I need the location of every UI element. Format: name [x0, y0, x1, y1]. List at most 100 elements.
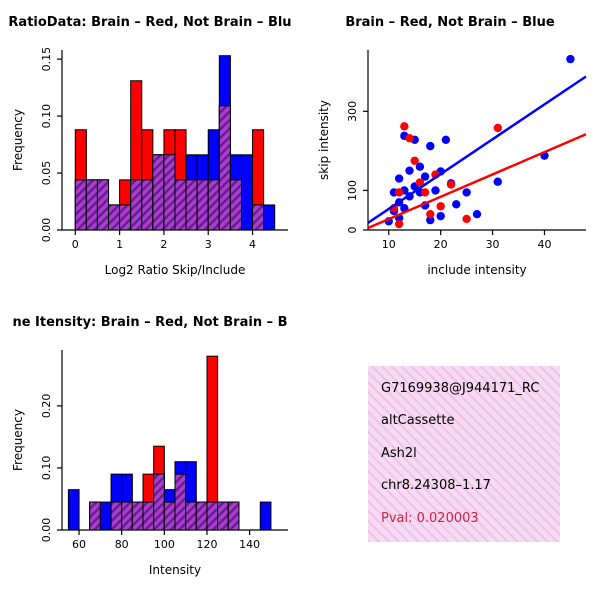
x-tick-label: 140: [239, 538, 260, 551]
chart-title: ne Itensity: Brain – Red, Not Brain – B: [12, 315, 287, 330]
scatter-point-red: [394, 188, 404, 197]
info-line-pvalue: Pval: 0.020003: [381, 510, 479, 526]
hist-bar-overlap: [153, 473, 165, 531]
scatter-point-red: [446, 180, 456, 189]
hist-bar-overlap: [196, 179, 209, 231]
x-tick-label: 80: [115, 538, 129, 551]
scatter-point-blue: [420, 172, 430, 181]
y-tick-label: 0.00: [40, 518, 53, 543]
hist-bar-overlap: [108, 204, 121, 231]
x-tick-label: 60: [72, 538, 86, 551]
scatter-point-red: [436, 202, 445, 211]
x-tick-label: 10: [382, 238, 396, 251]
scatter-point-blue: [462, 188, 471, 197]
info-line-event-type: altCassette: [381, 413, 455, 429]
hist-bar-overlap: [163, 154, 176, 231]
x-axis-label: Intensity: [149, 563, 201, 577]
x-tick-label: 20: [434, 238, 448, 251]
hist-bar-blue: [67, 489, 80, 531]
y-axis-label: skip intensity: [317, 100, 331, 180]
hist-bar-overlap: [252, 204, 265, 231]
hist-bar-overlap: [141, 179, 154, 231]
hist-bar-overlap: [130, 179, 143, 231]
scatter-point-blue: [426, 215, 435, 225]
y-tick-label: 0.20: [40, 394, 53, 419]
y-axis-label: Frequency: [11, 109, 25, 171]
hist-bar-overlap: [96, 179, 110, 231]
hist-bar-overlap: [119, 204, 132, 231]
hist-bar-overlap: [185, 501, 197, 531]
info-line-probe-id: G7169938@J944171_RC: [381, 381, 540, 396]
x-tick-label: 3: [205, 238, 212, 251]
y-tick-label: 0: [346, 227, 359, 234]
scatter-point-red: [462, 214, 471, 224]
hist-bar-blue: [240, 154, 254, 231]
hist-bar-overlap: [110, 501, 123, 531]
scatter-point-blue: [415, 162, 425, 171]
hist-bar-overlap: [218, 105, 231, 231]
info-box: G7169938@J944171_RC altCassette Ash2l ch…: [368, 366, 560, 542]
info-line-gene-symbol: Ash2l: [381, 445, 417, 461]
x-tick-label: 100: [154, 538, 175, 551]
x-tick-label: 30: [486, 238, 500, 251]
scatter-point-red: [493, 123, 502, 133]
x-tick-label: 0: [72, 238, 79, 251]
x-axis-label: include intensity: [427, 263, 526, 277]
x-tick-label: 120: [196, 538, 217, 551]
hist-bar-overlap: [227, 501, 240, 531]
scatter-point-red: [405, 134, 414, 143]
scatter-point-red: [426, 209, 435, 219]
histogram-gene-intensity-panel: 60 80 100 120 140 0.00 0.10 0.20 ne Itensity: Br…: [11, 315, 288, 577]
y-tick-label: 300: [346, 101, 359, 122]
chart-title: RatioData: Brain – Red, Not Brain – Blu: [8, 15, 291, 30]
hist-bar-overlap: [174, 473, 187, 531]
scatter-point-blue: [436, 211, 445, 221]
hist-bar-overlap: [229, 179, 242, 231]
scatter-intensity-panel: 10 20 30 40 0 100 300 Brain – Red, Not Brain – …: [317, 15, 587, 277]
x-tick-label: 2: [160, 238, 167, 251]
hist-bar-blue: [263, 204, 276, 231]
y-tick-label: 0.00: [40, 218, 53, 243]
hist-bar-overlap: [195, 501, 208, 531]
y-tick-label: 0.10: [40, 456, 53, 481]
hist-bar-overlap: [121, 501, 133, 531]
hist-bar-overlap: [131, 501, 144, 531]
y-tick-label: 100: [346, 180, 359, 201]
y-tick-label: 0.10: [40, 104, 53, 129]
x-axis-label: Log2 Ratio Skip/Include: [105, 263, 246, 277]
x-tick-label: 1: [116, 238, 123, 251]
hist-bar-overlap: [89, 501, 101, 531]
scatter-point-red: [394, 219, 404, 229]
x-tick-label: 4: [249, 238, 256, 251]
hist-bar-overlap: [85, 179, 98, 231]
hist-bar-overlap: [174, 179, 187, 231]
scatter-point-red: [400, 122, 409, 131]
scatter-point-blue: [405, 166, 414, 175]
hist-bar-overlap: [74, 179, 87, 231]
histogram-log2-ratio-panel: 0 1 2 3 4 0.00 0.05 0.10 0.15 RatioData: Brain – …: [8, 15, 291, 277]
y-tick-label: 0.15: [40, 47, 53, 71]
hist-bar-blue: [99, 501, 112, 531]
fit-line-blue: [367, 75, 587, 224]
hist-bar-overlap: [206, 501, 219, 531]
x-tick-label: 40: [537, 238, 551, 251]
hist-bar-overlap: [152, 154, 165, 231]
hist-bar-overlap: [217, 501, 229, 531]
info-line-locus: chr8.24308–1.17: [381, 478, 491, 494]
scatter-point-red: [410, 156, 419, 165]
scatter-point-red: [415, 178, 425, 187]
y-axis-label: Frequency: [11, 409, 25, 471]
y-tick-label: 0.05: [40, 161, 53, 186]
scatter-point-blue: [472, 209, 482, 219]
scatter-point-blue: [394, 174, 404, 183]
scatter-point-blue: [566, 54, 575, 64]
scatter-point-blue: [493, 177, 502, 186]
scatter-point-red: [420, 188, 430, 197]
hist-bar-blue: [259, 501, 272, 531]
hist-bar-overlap: [142, 501, 155, 531]
scatter-point-blue: [441, 135, 451, 145]
fit-line-red: [367, 133, 587, 230]
scatter-point-blue: [452, 200, 461, 209]
hist-bar-overlap: [185, 179, 198, 231]
